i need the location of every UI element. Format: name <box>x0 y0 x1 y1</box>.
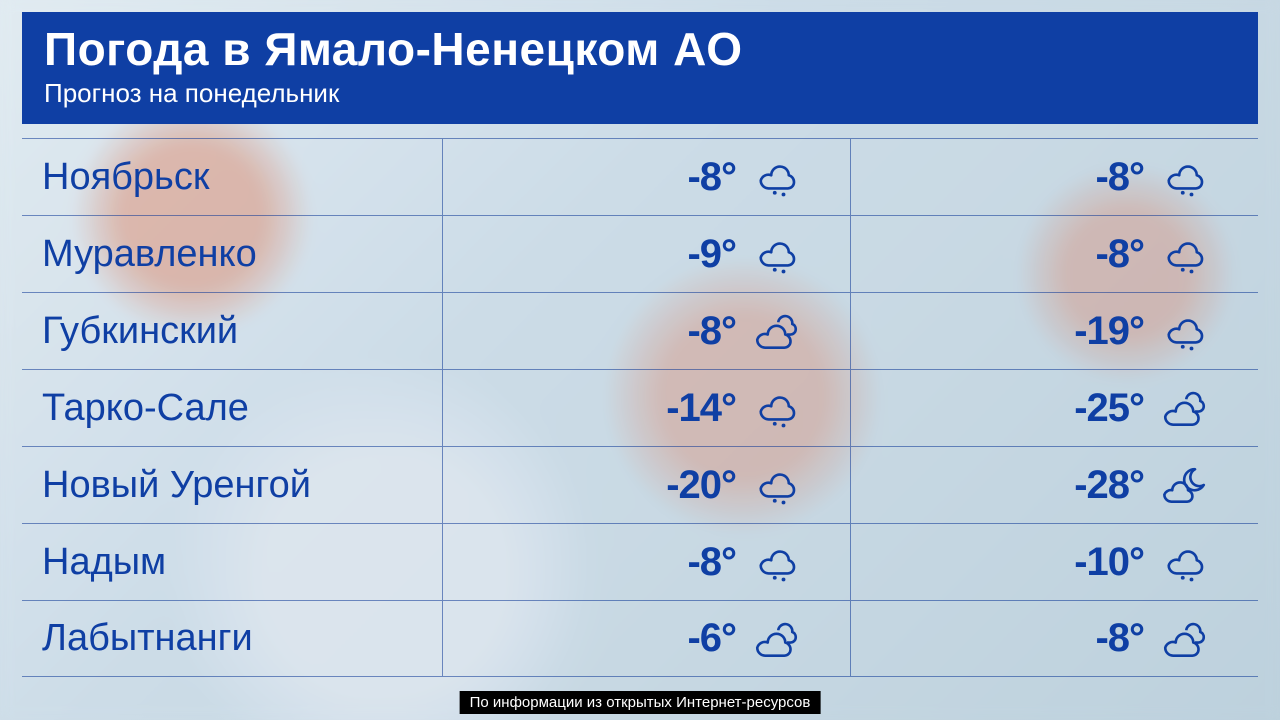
night-temperature: -8° <box>1095 232 1144 277</box>
night-temperature: -25° <box>1074 386 1144 431</box>
table-row: Лабытнанги -6° -8° <box>22 600 1258 677</box>
night-block: -8° <box>850 601 1258 676</box>
cloudy-icon <box>750 307 810 355</box>
night-block: -8° <box>850 216 1258 292</box>
snow-icon <box>750 461 810 509</box>
day-block: -8° <box>442 524 850 600</box>
table-row: Губкинский -8° -19° <box>22 292 1258 369</box>
snow-icon <box>750 538 810 586</box>
forecast-table: Ноябрьск -8° -8° Муравленко -9° -8° Губкин… <box>22 138 1258 680</box>
night-block: -25° <box>850 370 1258 446</box>
day-block: -6° <box>442 601 850 676</box>
city-name: Губкинский <box>22 310 442 353</box>
night-block: -8° <box>850 139 1258 215</box>
day-temperature: -8° <box>687 309 736 354</box>
night-block: -19° <box>850 293 1258 369</box>
night-block: -28° <box>850 447 1258 523</box>
cloudy-icon <box>1158 615 1218 663</box>
day-block: -9° <box>442 216 850 292</box>
table-row: Тарко-Сале -14° -25° <box>22 369 1258 446</box>
night-temperature: -19° <box>1074 309 1144 354</box>
day-temperature: -8° <box>687 540 736 585</box>
city-name: Новый Уренгой <box>22 464 442 507</box>
header-bar: Погода в Ямало-Ненецком АО Прогноз на по… <box>22 12 1258 124</box>
city-name: Ноябрьск <box>22 156 442 199</box>
day-block: -20° <box>442 447 850 523</box>
snow-icon <box>1158 307 1218 355</box>
day-temperature: -6° <box>687 616 736 661</box>
city-name: Муравленко <box>22 233 442 276</box>
city-name: Лабытнанги <box>22 617 442 660</box>
snow-icon <box>1158 153 1218 201</box>
city-name: Тарко-Сале <box>22 387 442 430</box>
day-temperature: -9° <box>687 232 736 277</box>
table-row: Ноябрьск -8° -8° <box>22 138 1258 215</box>
snow-icon <box>1158 230 1218 278</box>
day-block: -14° <box>442 370 850 446</box>
day-temperature: -14° <box>666 386 736 431</box>
night-temperature: -10° <box>1074 540 1144 585</box>
page-subtitle: Прогноз на понедельник <box>44 78 1236 109</box>
table-row: Надым -8° -10° <box>22 523 1258 600</box>
moon-icon <box>1158 461 1218 509</box>
weather-card: Погода в Ямало-Ненецком АО Прогноз на по… <box>0 0 1280 720</box>
night-temperature: -28° <box>1074 463 1144 508</box>
day-temperature: -20° <box>666 463 736 508</box>
snow-icon <box>750 230 810 278</box>
day-block: -8° <box>442 139 850 215</box>
snow-icon <box>1158 538 1218 586</box>
footer-credit: По информации из открытых Интернет-ресур… <box>460 691 821 714</box>
cloudy-icon <box>1158 384 1218 432</box>
table-row: Новый Уренгой -20° -28° <box>22 446 1258 523</box>
table-row: Муравленко -9° -8° <box>22 215 1258 292</box>
snow-icon <box>750 384 810 432</box>
night-block: -10° <box>850 524 1258 600</box>
night-temperature: -8° <box>1095 155 1144 200</box>
day-block: -8° <box>442 293 850 369</box>
snow-icon <box>750 153 810 201</box>
page-title: Погода в Ямало-Ненецком АО <box>44 22 1236 76</box>
city-name: Надым <box>22 541 442 584</box>
night-temperature: -8° <box>1095 616 1144 661</box>
day-temperature: -8° <box>687 155 736 200</box>
cloudy-icon <box>750 615 810 663</box>
